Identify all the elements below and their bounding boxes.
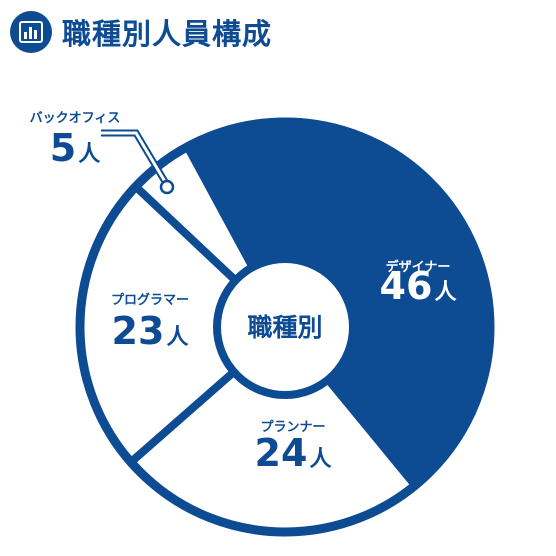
pie-slice-1 <box>130 327 416 532</box>
pie-leader-line <box>101 129 175 195</box>
pie-divider-0 <box>183 144 257 270</box>
pie-label-name: プランナー <box>260 420 325 435</box>
page-title: 職種別人員構成 <box>62 17 273 51</box>
pie-outer-ring <box>75 117 495 537</box>
pie-label-value: 46人 <box>380 264 457 308</box>
pie-label-name: デザイナー <box>386 259 451 275</box>
pie-label-name: プログラマー <box>111 292 189 308</box>
pie-divider-2 <box>128 368 237 466</box>
pie-label-value: 24人 <box>255 431 332 475</box>
pie-slice-2 <box>79 186 285 463</box>
pie-label-value: 5人 <box>50 126 100 170</box>
chart-header: 職種別人員構成 <box>10 10 272 54</box>
pie-label-value: 23人 <box>112 309 189 353</box>
pie-divider-3 <box>132 183 239 284</box>
pie-divider-1 <box>325 376 419 488</box>
pie-center-circle <box>213 255 357 399</box>
pie-label-name: バックオフィス <box>30 111 121 126</box>
bar-chart-icon <box>10 11 52 53</box>
pie-center-label: 職種別 <box>247 313 322 342</box>
